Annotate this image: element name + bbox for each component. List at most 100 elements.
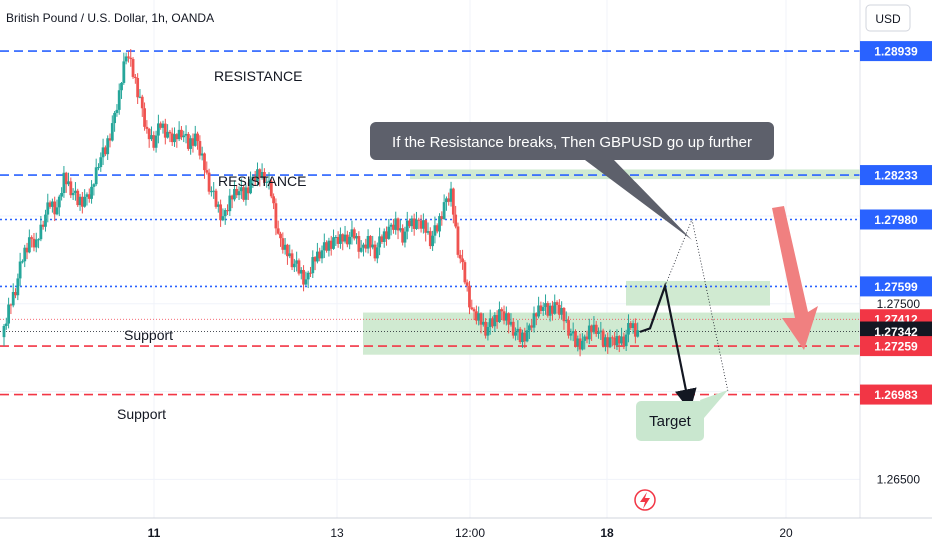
candle-body bbox=[378, 236, 382, 248]
candle-body bbox=[578, 338, 582, 350]
candle-body bbox=[207, 172, 211, 192]
candle-body bbox=[622, 336, 626, 347]
candle-body bbox=[57, 196, 61, 208]
candle-body bbox=[233, 188, 236, 200]
candle-body bbox=[113, 112, 117, 124]
candle-body bbox=[230, 195, 234, 200]
candle-body bbox=[76, 190, 80, 206]
candle-body bbox=[71, 192, 75, 196]
candle-body bbox=[516, 328, 520, 333]
callout-text: If the Resistance breaks, Then GBPUSD go… bbox=[392, 134, 752, 151]
candle-body bbox=[2, 325, 6, 338]
candle-body bbox=[281, 238, 285, 250]
chart-title: British Pound / U.S. Dollar, 1h, OANDA bbox=[6, 11, 214, 25]
currency-button[interactable]: USD bbox=[865, 4, 911, 32]
candle-body bbox=[368, 235, 372, 248]
candle-body bbox=[438, 216, 441, 232]
candle-body bbox=[583, 336, 587, 341]
candle-body bbox=[567, 320, 570, 336]
resistance-label-upper: RESISTANCE bbox=[214, 68, 302, 84]
candle-body bbox=[468, 285, 471, 308]
candle-body bbox=[332, 237, 335, 249]
candle-body bbox=[18, 261, 22, 279]
candle-body bbox=[345, 234, 349, 245]
candle-body bbox=[525, 330, 529, 342]
candle-body bbox=[574, 331, 577, 346]
candle-body bbox=[60, 193, 64, 197]
candle-body bbox=[435, 225, 439, 232]
candle-body bbox=[274, 203, 278, 229]
candle-body bbox=[461, 258, 464, 263]
candle-body bbox=[569, 333, 573, 336]
candle-body bbox=[127, 56, 130, 58]
x-tick-label: 12:00 bbox=[455, 526, 485, 540]
candle-body bbox=[539, 305, 543, 312]
candle-body bbox=[546, 303, 550, 316]
candle-body bbox=[226, 210, 229, 212]
price-badge bbox=[860, 41, 932, 62]
candle-body bbox=[527, 325, 531, 331]
candle-body bbox=[445, 198, 448, 203]
candle-body bbox=[99, 157, 103, 168]
price-badge-label: 1.27599 bbox=[874, 280, 918, 294]
price-badge bbox=[860, 165, 932, 186]
callout-box bbox=[370, 122, 774, 160]
x-tick-label: 20 bbox=[779, 526, 793, 540]
candle-body bbox=[290, 253, 294, 268]
candle-body bbox=[629, 323, 633, 329]
candle-body bbox=[288, 253, 292, 257]
candle-body bbox=[502, 311, 506, 321]
big-red-arrow bbox=[772, 206, 818, 350]
candle-body bbox=[537, 305, 541, 317]
candle-body bbox=[389, 224, 393, 227]
candle-body bbox=[451, 188, 455, 215]
candle-body bbox=[382, 231, 386, 242]
resistance-label-lower: RESISTANCE bbox=[218, 173, 306, 189]
candle-body bbox=[613, 337, 617, 346]
candle-body bbox=[136, 77, 140, 98]
target-pointer bbox=[700, 390, 728, 418]
target-text: Target bbox=[649, 413, 692, 430]
candle-body bbox=[103, 147, 107, 155]
candle-body bbox=[481, 321, 485, 325]
x-tick-label: 13 bbox=[330, 526, 344, 540]
candle-body bbox=[431, 235, 435, 247]
candle-body bbox=[511, 321, 515, 336]
candle-body bbox=[212, 190, 216, 192]
candle-body bbox=[498, 309, 501, 323]
candle-body bbox=[276, 228, 280, 234]
candle-body bbox=[366, 235, 370, 249]
candle-body bbox=[530, 325, 534, 328]
candle-body bbox=[269, 180, 273, 197]
candle-body bbox=[504, 313, 508, 321]
target-box bbox=[636, 401, 704, 441]
candle-body bbox=[442, 202, 446, 219]
price-badge bbox=[860, 336, 932, 357]
candle-body bbox=[117, 90, 121, 110]
candle-body bbox=[74, 190, 77, 193]
lightning-icon[interactable] bbox=[634, 489, 656, 511]
candle-body bbox=[46, 202, 50, 215]
candle-body bbox=[352, 229, 356, 239]
price-badge-label: 1.28233 bbox=[874, 169, 918, 183]
y-tick-label: 1.27500 bbox=[877, 297, 921, 311]
time-axis[interactable]: 11 13 12:00 18 20 bbox=[0, 517, 932, 540]
candle-body bbox=[44, 214, 47, 227]
candle-body bbox=[41, 224, 45, 227]
candle-body bbox=[122, 61, 126, 83]
candle-body bbox=[606, 337, 610, 348]
price-badge-label: 1.27259 bbox=[874, 340, 918, 354]
candle-body bbox=[64, 172, 68, 185]
candle-body bbox=[223, 210, 227, 217]
candle-body bbox=[562, 307, 566, 322]
candle-body bbox=[315, 251, 319, 262]
candle-body bbox=[371, 244, 375, 248]
candle-body bbox=[495, 315, 499, 323]
candle-body bbox=[186, 133, 190, 149]
candle-body bbox=[387, 226, 391, 239]
candle-body bbox=[359, 247, 363, 252]
candle-body bbox=[209, 191, 213, 193]
